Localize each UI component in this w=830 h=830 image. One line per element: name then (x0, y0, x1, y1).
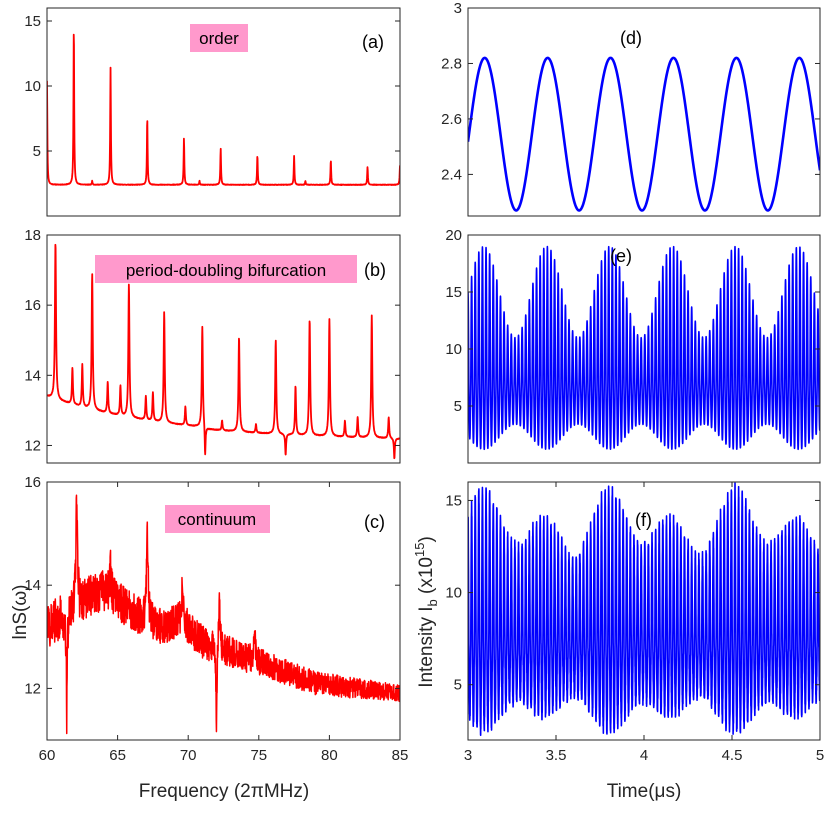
x-tick-label-f: 4 (640, 747, 648, 764)
spectrum-line-order (47, 33, 400, 186)
y-axis-title-intensity-close: ) (416, 536, 437, 542)
annotation-order: order (199, 29, 239, 48)
annotation-tag-b (95, 255, 357, 283)
y-ticks-f: 5 10 15 (445, 492, 820, 694)
y-tick-label-c: 12 (24, 680, 41, 697)
y-tick-label-e: 15 (445, 284, 462, 301)
y-tick-label-f: 10 (445, 585, 462, 602)
x-tick-label-f: 4.5 (722, 747, 743, 764)
x-axis-title-frequency: Frequency (2πMHz) (139, 781, 309, 802)
panel-a: 5 10 15 order (a) (24, 7, 401, 217)
x-tick-label-c: 75 (250, 747, 267, 764)
panel-label-c: (c) (364, 512, 385, 532)
y-ticks-a: 5 10 15 (24, 13, 400, 160)
y-tick-label-d: 2.6 (441, 111, 462, 128)
panel-label-b: (b) (364, 260, 386, 280)
y-tick-label-a: 5 (33, 143, 41, 160)
x-ticks-c: 60 65 70 75 80 85 (39, 482, 409, 764)
panel-label-d: (d) (620, 28, 642, 48)
y-tick-label-e: 10 (445, 341, 462, 358)
panel-label-f: (f) (635, 510, 652, 530)
axes-box-e (467, 234, 821, 464)
y-tick-label-d: 3 (454, 0, 462, 17)
y-tick-label-f: 5 (454, 677, 462, 694)
y-axis-title-intensity-sup: 15 (412, 543, 427, 557)
x-axis-title-time: Time(μs) (607, 781, 682, 802)
y-axis-title-intensity: Intensity Ib (x1015) (412, 536, 440, 688)
axes-box-c (46, 481, 401, 741)
y-tick-label-b: 14 (24, 367, 41, 384)
y-tick-label-e: 20 (445, 227, 462, 244)
x-tick-label-c: 85 (392, 747, 409, 764)
axes-box-a (46, 7, 401, 217)
y-tick-label-b: 18 (24, 227, 41, 244)
x-tick-label-c: 65 (109, 747, 126, 764)
annotation-bifurcation: period-doubling bifurcation (126, 261, 326, 280)
panel-label-a: (a) (362, 32, 384, 52)
spectrum-line-continuum (47, 494, 400, 735)
y-tick-label-a: 10 (24, 78, 41, 95)
panel-c: 12 14 16 60 65 70 75 80 85 continuum (c) Freque… (10, 474, 408, 802)
y-tick-label-f: 15 (445, 492, 462, 509)
spectrum-trace-a (47, 33, 400, 186)
axes-box-b (46, 234, 401, 464)
panel-b: 12 14 16 18 period-doubling bifurcation (b) (24, 227, 401, 464)
y-tick-label-c: 16 (24, 474, 41, 491)
x-tick-label-c: 80 (321, 747, 338, 764)
spectrum-trace-c (47, 494, 400, 735)
y-tick-label-d: 2.4 (441, 166, 462, 183)
intensity-line-chaotic (468, 482, 820, 737)
y-axis-title-intensity-unit: (x10 (416, 557, 437, 599)
y-ticks-e: 5 10 15 20 (445, 227, 820, 415)
spectrum-line-bifurcation (47, 243, 400, 460)
panel-e: 5 10 15 20 (e) (445, 227, 821, 464)
panel-label-e: (e) (610, 246, 632, 266)
intensity-trace-e (468, 245, 820, 451)
x-tick-label-c: 70 (180, 747, 197, 764)
intensity-trace-d (468, 56, 820, 212)
spectrum-trace-b (47, 243, 400, 460)
y-ticks-b: 12 14 16 18 (24, 227, 400, 454)
y-axis-title-intensity-sub: b (425, 599, 440, 606)
y-ticks-c: 12 14 16 (24, 474, 400, 697)
panel-d: 2.4 2.6 2.8 3 (d) (441, 0, 821, 217)
y-tick-label-e: 5 (454, 398, 462, 415)
intensity-trace-f (468, 482, 820, 737)
y-axis-title-lns: lnS(ω) (10, 585, 31, 640)
panel-f: 5 10 15 3 3.5 4 4.5 5 (f) Time(μs) Intensity I… (412, 481, 824, 802)
annotation-continuum: continuum (178, 510, 256, 529)
axes-box-d (467, 7, 821, 217)
y-axis-title-intensity-main: Intensity I (416, 606, 437, 687)
y-tick-label-b: 12 (24, 437, 41, 454)
x-tick-label-f: 5 (816, 747, 824, 764)
y-tick-label-a: 15 (24, 13, 41, 30)
axes-box-f (467, 481, 821, 741)
intensity-line-bifurcation (468, 245, 820, 451)
x-tick-label-c: 60 (39, 747, 56, 764)
y-tick-label-b: 16 (24, 297, 41, 314)
y-tick-label-c: 14 (24, 577, 41, 594)
annotation-tag-a (190, 24, 248, 52)
annotation-tag-c (165, 505, 270, 533)
intensity-line-periodic (468, 56, 820, 212)
x-tick-label-f: 3 (464, 747, 472, 764)
x-tick-label-f: 3.5 (546, 747, 567, 764)
y-tick-label-d: 2.8 (441, 55, 462, 72)
